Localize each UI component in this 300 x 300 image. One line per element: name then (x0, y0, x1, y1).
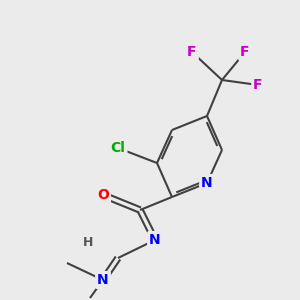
Text: N: N (201, 176, 213, 190)
Text: O: O (97, 188, 109, 202)
Text: N: N (97, 273, 109, 287)
Text: Cl: Cl (111, 141, 125, 155)
Text: N: N (149, 233, 161, 247)
Text: F: F (240, 45, 250, 59)
Text: H: H (83, 236, 93, 248)
Text: F: F (253, 78, 263, 92)
Text: F: F (187, 45, 197, 59)
